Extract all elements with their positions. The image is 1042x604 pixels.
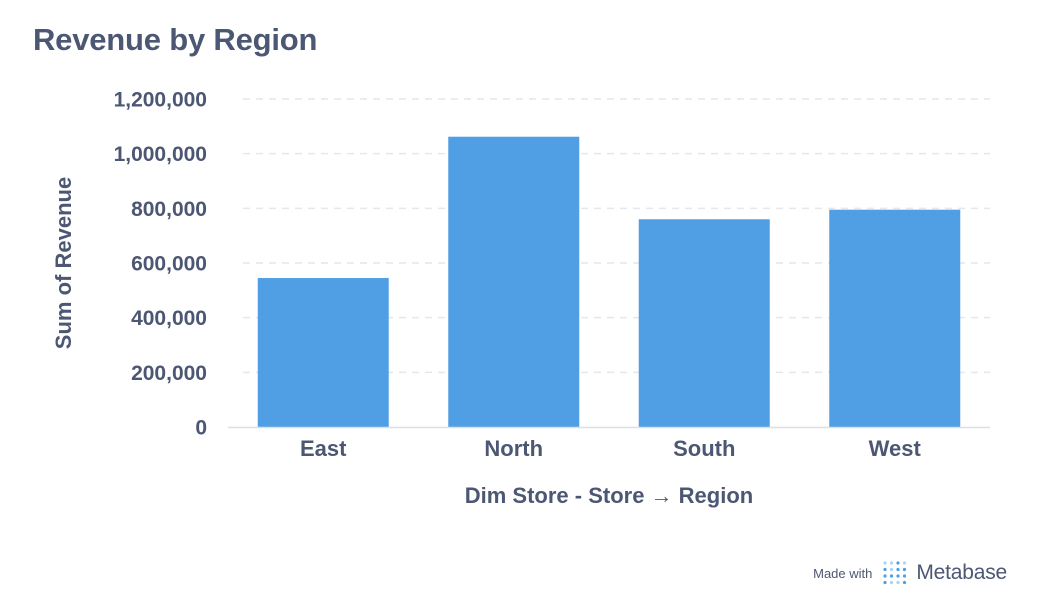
made-with-label: Made with bbox=[813, 565, 873, 581]
x-axis-ticks: East North South West bbox=[300, 436, 921, 461]
bars bbox=[257, 136, 961, 427]
chart-title: Revenue by Region bbox=[33, 22, 318, 57]
x-tick-label: North bbox=[484, 436, 543, 461]
footer-branding[interactable]: Made with Metabase bbox=[813, 560, 1007, 586]
metabase-logo-icon bbox=[883, 561, 907, 585]
y-tick-label: 1,200,000 bbox=[114, 89, 207, 112]
bar-west[interactable] bbox=[829, 209, 961, 427]
y-axis-ticks: 0 200,000 400,000 600,000 800,000 1,000,000 1,… bbox=[114, 89, 207, 440]
y-tick-label: 200,000 bbox=[131, 362, 207, 385]
y-tick-label: 1,000,000 bbox=[114, 143, 207, 166]
y-tick-label: 600,000 bbox=[131, 253, 207, 276]
y-tick-label: 400,000 bbox=[131, 307, 207, 330]
x-tick-label: South bbox=[673, 436, 735, 461]
bar-south[interactable] bbox=[638, 219, 770, 427]
x-tick-label: West bbox=[869, 436, 922, 461]
x-tick-label: East bbox=[300, 436, 347, 461]
y-axis-label: Sum of Revenue bbox=[51, 177, 76, 349]
bar-east[interactable] bbox=[257, 278, 389, 427]
bar-north[interactable] bbox=[448, 136, 580, 427]
x-axis-label: Dim Store - Store → Region bbox=[465, 483, 753, 508]
y-tick-label: 0 bbox=[195, 417, 207, 440]
metabase-brand-label: Metabase bbox=[916, 561, 1007, 584]
y-tick-label: 800,000 bbox=[131, 198, 207, 221]
